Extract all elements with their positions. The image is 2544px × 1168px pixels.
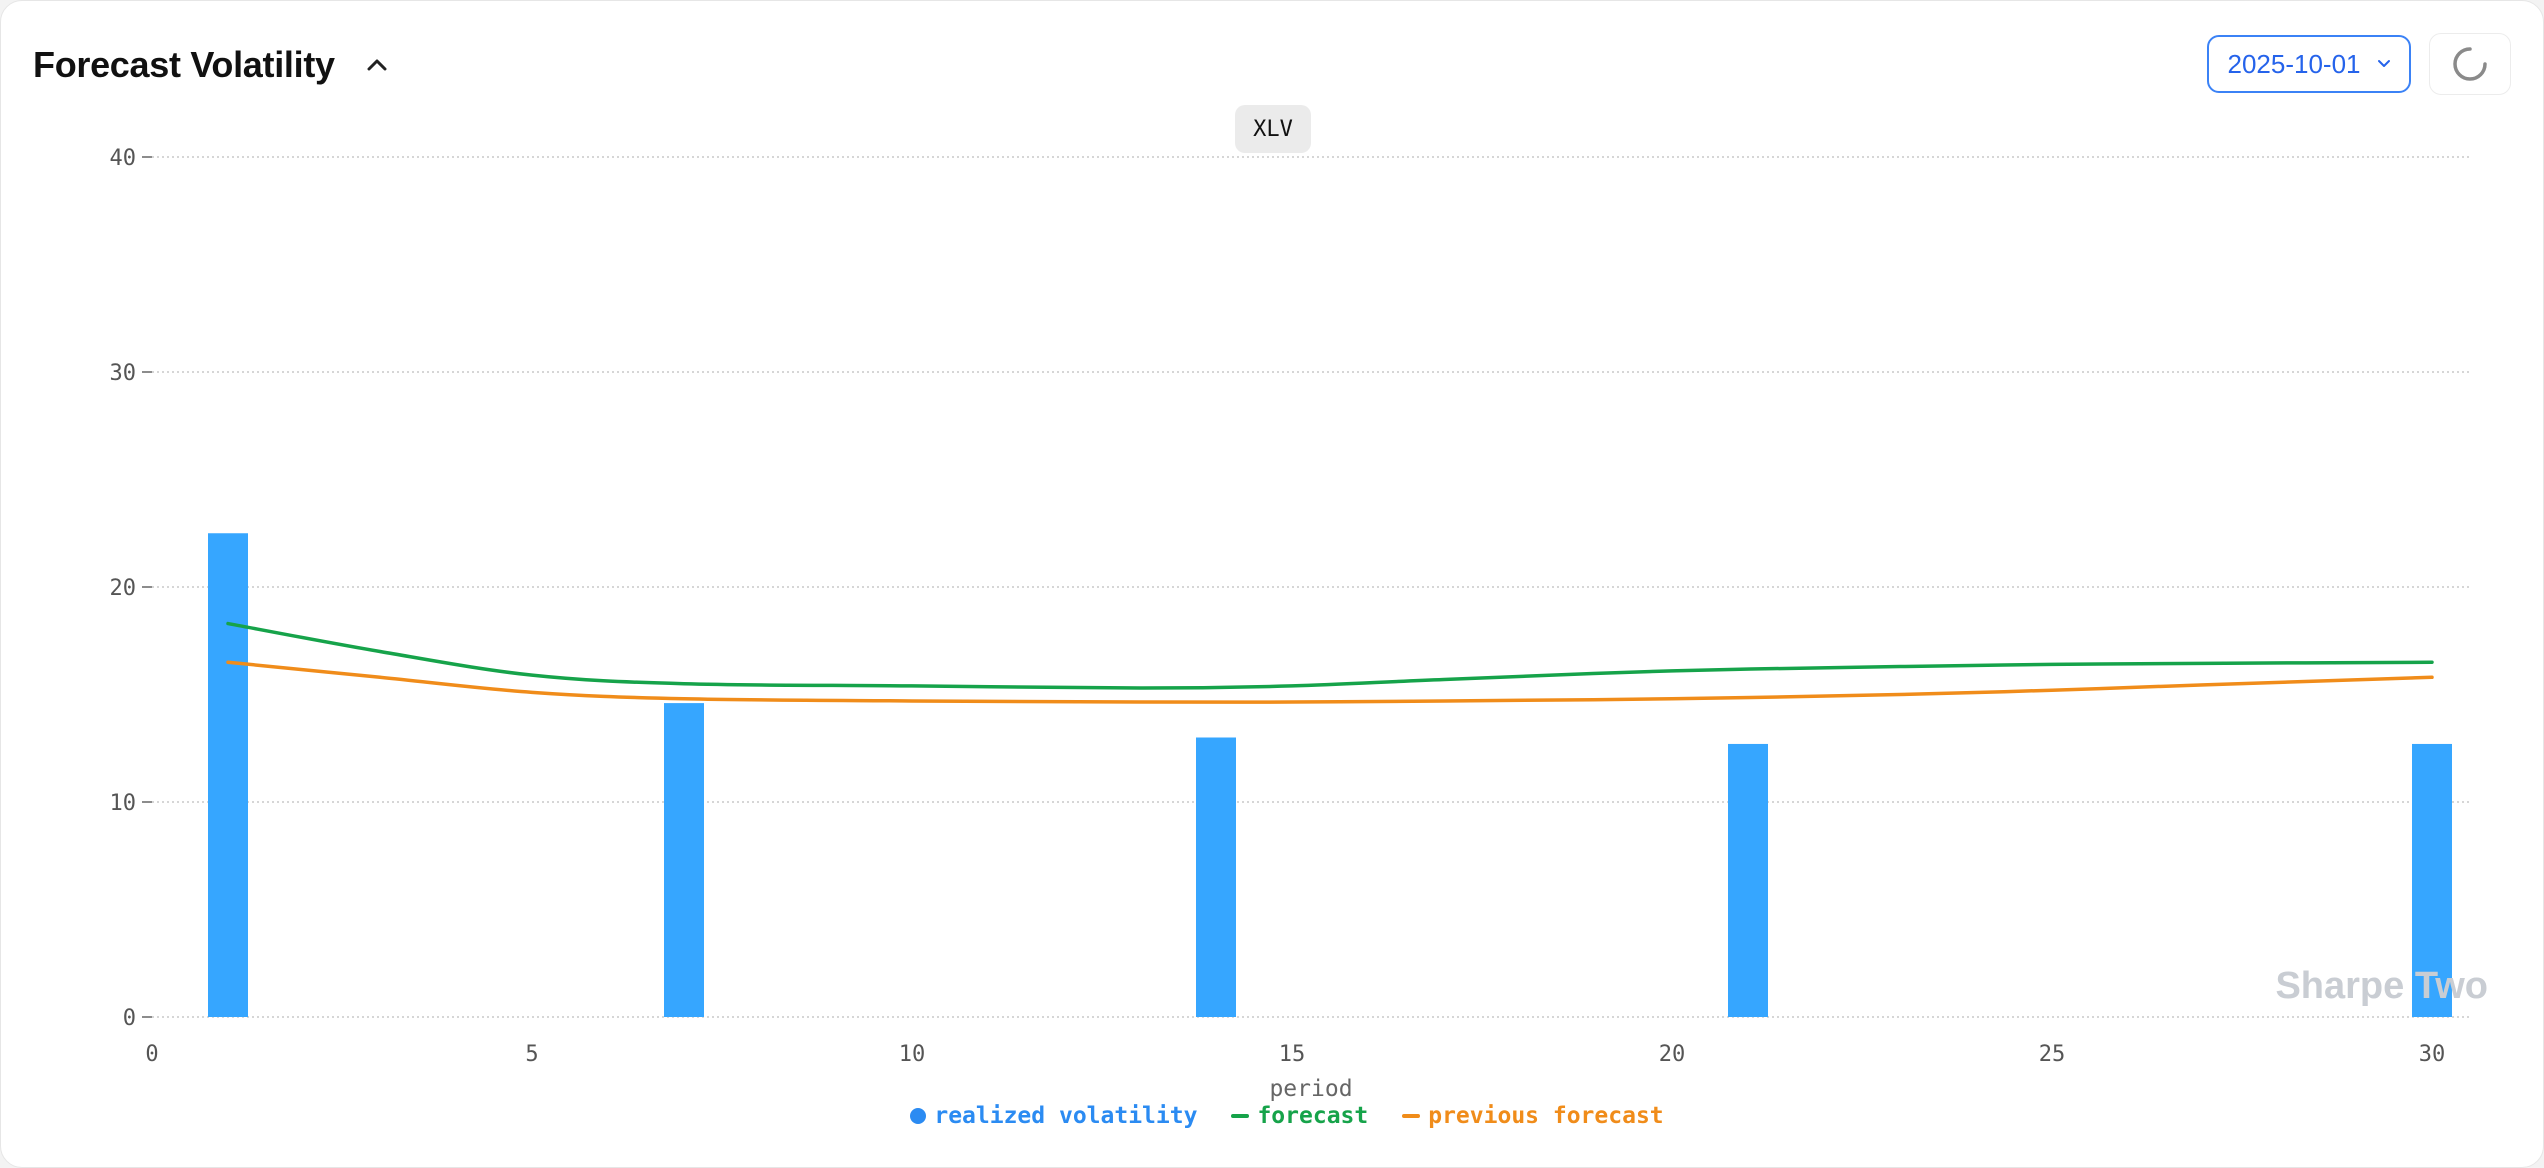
y-tick-label: 40	[110, 146, 137, 171]
y-tick-label: 30	[110, 361, 137, 386]
x-tick-label: 20	[1659, 1042, 1686, 1067]
card-title: Forecast Volatility	[33, 44, 335, 85]
collapse-chevron-up-icon[interactable]	[363, 51, 391, 79]
x-axis-label: period	[1269, 1076, 1352, 1102]
realized-volatility-bars	[208, 533, 2452, 1017]
ticker-label: XLV	[1235, 105, 1311, 153]
y-tick-label: 10	[110, 791, 137, 816]
forecast-line	[226, 621, 2434, 690]
legend-realized-label: realized volatility	[934, 1103, 1198, 1129]
legend-previous-label: previous forecast	[1428, 1103, 1664, 1129]
y-tick-label: 20	[110, 576, 137, 601]
realized-volatility-bar	[2412, 743, 2452, 1017]
refresh-button[interactable]	[2429, 33, 2511, 95]
chevron-down-icon	[2377, 60, 2390, 67]
x-tick-label: 15	[1279, 1042, 1306, 1067]
loading-spinner-icon	[2453, 47, 2487, 81]
x-tick-label: 0	[145, 1042, 158, 1067]
date-select-value: 2025-10-01	[2227, 48, 2361, 79]
watermark: Sharpe Two	[2275, 965, 2488, 1007]
date-select[interactable]: 2025-10-01	[2207, 35, 2411, 93]
realized-volatility-bar	[1196, 737, 1236, 1017]
axis-ticks: 0 10 20 30 40 0 5 10 15 20 25 30	[110, 146, 2446, 1067]
legend-previous-marker	[1402, 1114, 1421, 1118]
legend-realized-volatility[interactable]: realized volatility	[910, 1098, 1197, 1134]
x-tick-label: 10	[899, 1042, 926, 1067]
legend-forecast-label: forecast	[1257, 1103, 1369, 1129]
realized-volatility-bar	[208, 533, 248, 1017]
previous-forecast-line	[226, 660, 2434, 704]
y-tick-label: 0	[123, 1006, 136, 1031]
grid-lines	[152, 156, 2472, 1018]
x-tick-label: 5	[525, 1042, 538, 1067]
legend-realized-marker	[910, 1108, 927, 1124]
realized-volatility-bar	[1728, 743, 1768, 1017]
card-header: Forecast Volatility	[33, 37, 391, 93]
x-tick-label: 30	[2419, 1042, 2446, 1067]
realized-volatility-bar	[664, 703, 704, 1017]
forecast-lines	[226, 621, 2434, 704]
chart-legend: realized volatility forecast previous fo…	[0, 1098, 2544, 1134]
legend-forecast-marker	[1231, 1114, 1250, 1118]
legend-forecast[interactable]: forecast	[1231, 1098, 1368, 1134]
legend-previous-forecast[interactable]: previous forecast	[1402, 1098, 1664, 1134]
x-tick-label: 25	[2039, 1042, 2066, 1067]
